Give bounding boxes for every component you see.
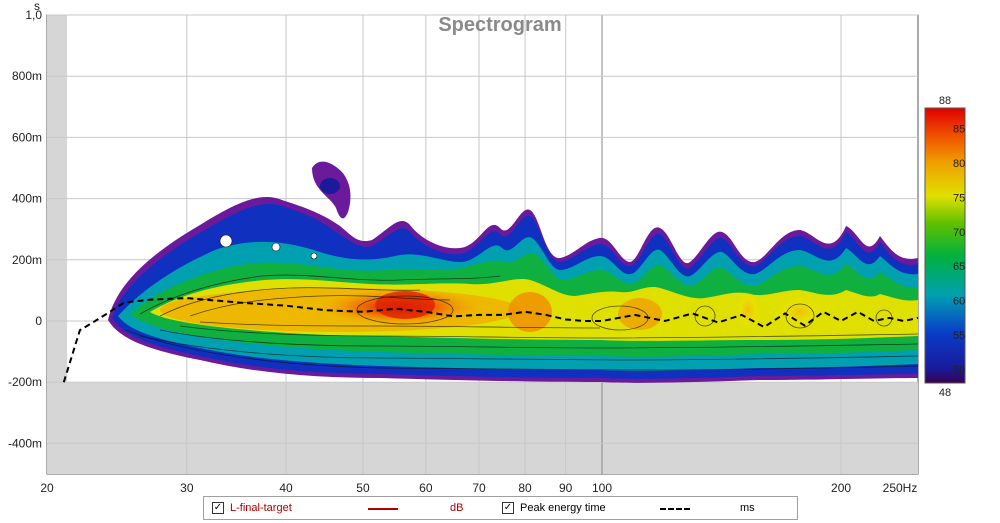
x-tick-label: 100 <box>592 481 612 495</box>
y-tick-label: -200m <box>8 375 42 389</box>
x-tick-label: 40 <box>279 481 293 495</box>
contour-lines <box>124 274 918 371</box>
surface-hole-3 <box>310 252 318 260</box>
legend-swatch-l-final-target <box>368 508 398 510</box>
legend-label-peak-energy-time: Peak energy time <box>520 502 606 514</box>
x-tick-label: 70 <box>472 481 486 495</box>
y-tick-label: 800m <box>12 69 42 83</box>
y-tick-label: 1,0 <box>25 8 42 22</box>
colorbar-tick-label: 85 <box>953 124 965 136</box>
out-of-range-shading <box>47 15 918 474</box>
x-tick-label: 90 <box>559 481 573 495</box>
colorbar-tick-label: 88 <box>939 95 951 107</box>
y-tick-label: 200m <box>12 253 42 267</box>
chart-title: Spectrogram <box>438 14 562 36</box>
colorbar-tick-label: 70 <box>953 227 965 239</box>
colorbar <box>924 107 966 384</box>
surface-ridge-yellow-190hz <box>780 298 820 326</box>
x-tick-label: 80 <box>518 481 532 495</box>
shade-negative-time <box>47 382 918 474</box>
colorbar-tick-label: 80 <box>953 158 965 170</box>
legend-label-l-final-target: L-final-target <box>230 502 292 514</box>
surface-blob-hanging-core <box>320 178 340 194</box>
colorbar-tick-label: 50 <box>953 364 965 376</box>
x-tick-label: 250Hz <box>883 481 918 495</box>
legend-unit-l-final-target: dB <box>450 502 464 514</box>
legend-checkbox-l-final-target[interactable]: ✓ <box>212 502 224 514</box>
y-tick-label: -400m <box>8 436 42 450</box>
surface-hole-2 <box>271 242 281 252</box>
y-tick-label: 0 <box>35 314 42 328</box>
y-axis: 1,0 800m 600m 400m 200m 0 -200m -400m <box>8 8 42 450</box>
y-axis-unit: s <box>34 0 40 13</box>
colorbar-tick-label: 60 <box>953 296 965 308</box>
shade-low-freq <box>47 15 68 474</box>
colorbar-tick-label: 65 <box>953 261 965 273</box>
colorbar-tick-label: 48 <box>939 387 951 399</box>
colorbar-tick-label: 55 <box>953 330 965 342</box>
surface-peak-red <box>375 291 435 319</box>
y-tick-label: 400m <box>12 192 42 206</box>
surface-hole-1 <box>219 234 233 248</box>
series-peak-energy-time <box>62 297 919 383</box>
x-tick-label: 50 <box>356 481 370 495</box>
x-tick-label: 60 <box>419 481 433 495</box>
legend-checkbox-peak-energy-time[interactable]: ✓ <box>502 502 514 514</box>
legend-unit-peak-energy-time: ms <box>740 502 755 514</box>
legend-swatch-peak-energy-time <box>660 508 690 510</box>
x-tick-label: 20 <box>40 481 54 495</box>
surface-ridge-yellow-150hz <box>736 292 760 328</box>
legend: ✓ L-final-target dB ✓ Peak energy time m… <box>203 496 798 520</box>
x-tick-label: 30 <box>180 481 194 495</box>
y-tick-label: 600m <box>12 130 42 144</box>
spectrogram-surface <box>108 161 918 383</box>
colorbar-tick-label: 75 <box>953 192 965 204</box>
surface-ridge-orange-115hz <box>618 298 662 330</box>
x-axis: 20 30 40 50 60 70 80 90 100 200 250Hz <box>40 481 917 495</box>
x-tick-label: 200 <box>831 481 851 495</box>
